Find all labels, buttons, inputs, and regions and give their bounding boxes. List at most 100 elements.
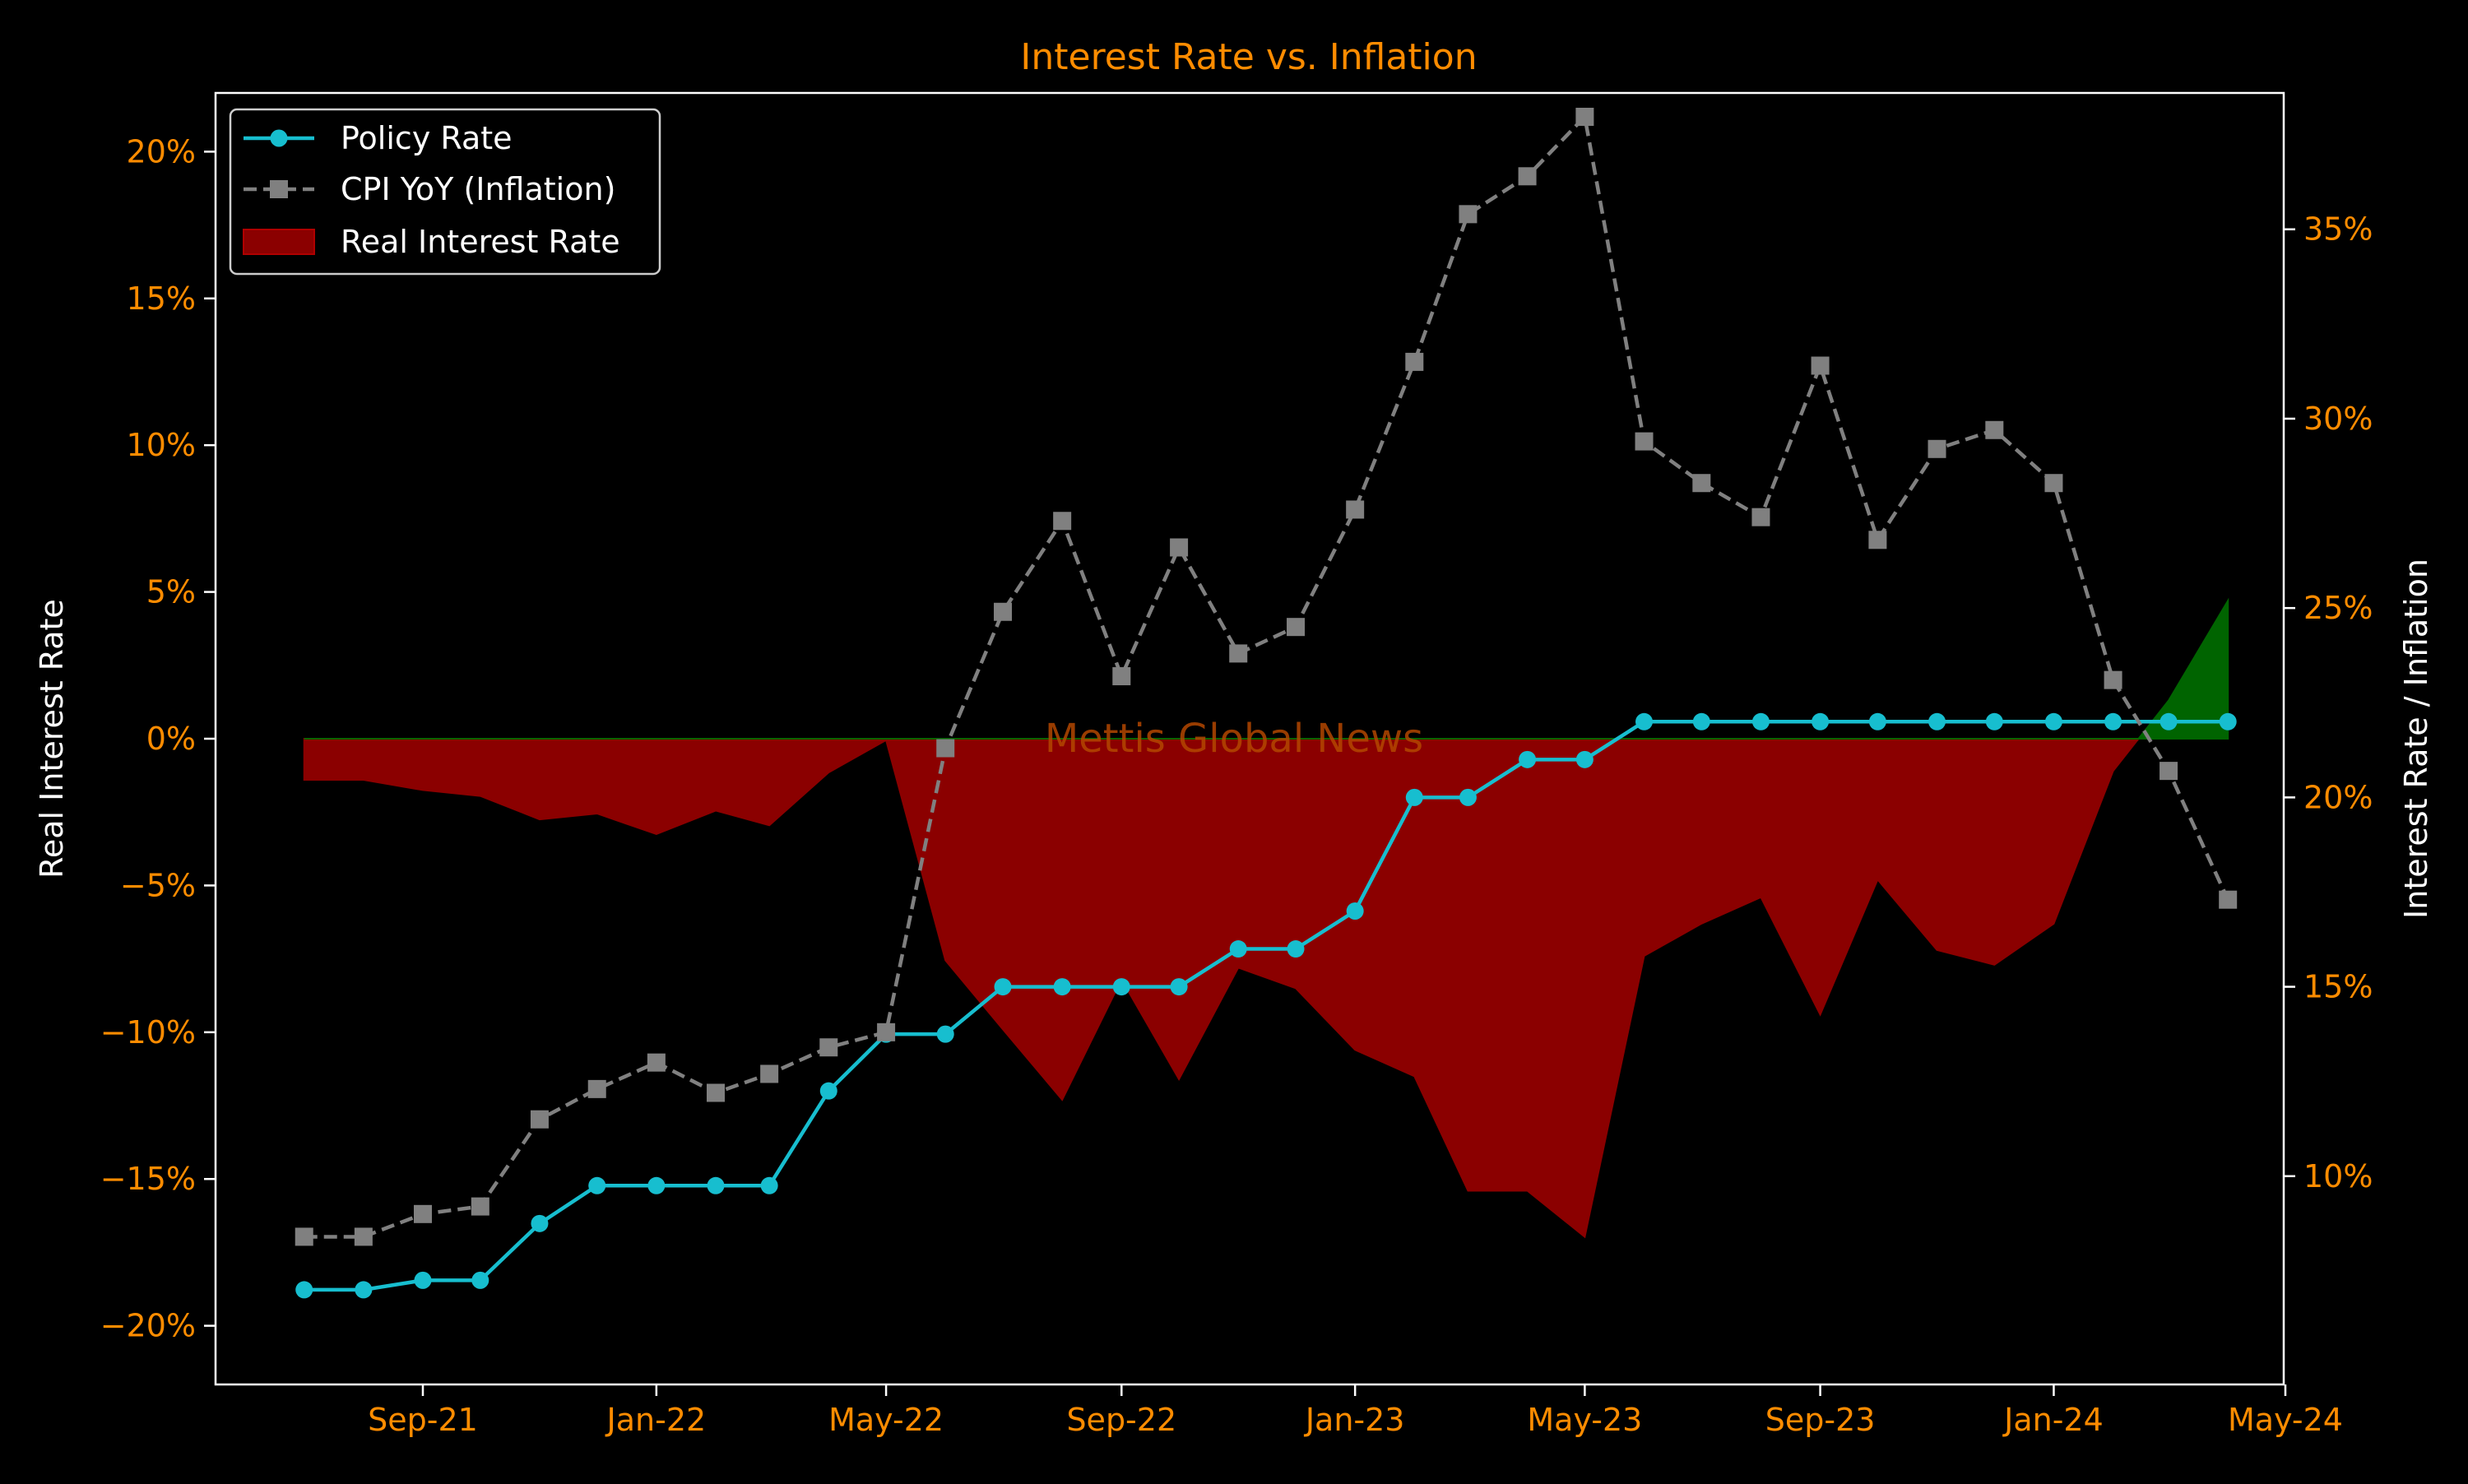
y-left-tick-label: −10% [100, 1014, 196, 1050]
cpi-yoy-point [1751, 508, 1770, 526]
cpi-yoy-point [530, 1110, 549, 1129]
policy-rate-point [1868, 712, 1886, 730]
cpi-yoy-point [1405, 352, 1424, 371]
policy-rate-point [355, 1281, 373, 1299]
cpi-yoy-point [1518, 167, 1537, 186]
policy-rate-point [1635, 712, 1654, 730]
policy-rate-point [1053, 978, 1071, 996]
policy-rate-point [760, 1176, 778, 1194]
cpi-yoy-point [1692, 474, 1711, 493]
cpi-yoy-point [994, 602, 1013, 621]
policy-rate-point [1928, 712, 1946, 730]
cpi-yoy-point [2044, 474, 2063, 493]
cpi-yoy-point [760, 1064, 779, 1083]
cpi-yoy-point [1635, 432, 1654, 451]
x-tick-label: Sep-22 [1066, 1402, 1176, 1438]
policy-rate-point [1575, 750, 1594, 768]
y-right-tick-label: 10% [2303, 1158, 2373, 1194]
policy-rate-point [1405, 788, 1423, 806]
cpi-yoy-point [295, 1227, 313, 1246]
x-tick-label: Sep-23 [1765, 1402, 1876, 1438]
policy-rate-point [2044, 712, 2062, 730]
cpi-yoy-point [936, 739, 955, 758]
left-y-axis: −20% −15% −10% −5% 0% 5% 10% 15% 20% [100, 133, 216, 1344]
cpi-yoy-point [1346, 500, 1365, 519]
cpi-yoy-point [2160, 762, 2178, 781]
y-left-tick-label: −20% [100, 1308, 196, 1344]
y-left-tick-label: 15% [127, 281, 196, 317]
legend-label: Real Interest Rate [341, 224, 620, 260]
policy-rate-point [471, 1271, 489, 1289]
policy-rate-point [1692, 712, 1710, 730]
cpi-yoy-point [1112, 667, 1131, 686]
legend-patch-swatch [243, 229, 315, 255]
policy-rate-point [1170, 978, 1188, 996]
legend-item: Real Interest Rate [243, 224, 620, 260]
policy-rate-point [531, 1214, 549, 1232]
chart-title: Interest Rate vs. Inflation [1020, 36, 1477, 78]
policy-rate-point [1751, 712, 1770, 730]
real-rate-negative-area [303, 738, 2229, 1239]
y-right-tick-label: 15% [2303, 969, 2373, 1005]
legend-box [229, 108, 661, 276]
policy-rate-point [936, 1025, 954, 1043]
y-right-tick-label: 30% [2303, 401, 2373, 437]
cpi-yoy-point [1053, 512, 1072, 531]
x-tick-label: Sep-21 [368, 1402, 478, 1438]
cpi-yoy-point [819, 1038, 838, 1057]
cpi-yoy-point [1229, 644, 1248, 663]
cpi-yoy-point [1575, 108, 1594, 127]
legend-label: CPI YoY (Inflation) [341, 171, 615, 207]
y-left-tick-label: 20% [127, 133, 196, 169]
policy-rate-point [647, 1176, 666, 1194]
legend: Policy Rate CPI YoY (Inflation) Real Inter… [229, 108, 661, 276]
y-right-tick-label: 35% [2303, 211, 2373, 248]
cpi-yoy-point [647, 1053, 666, 1072]
cpi-yoy-point [1985, 420, 2004, 439]
y-left-tick-label: 5% [146, 574, 196, 610]
cpi-yoy-point [354, 1227, 373, 1246]
x-tick-label: May-23 [1527, 1402, 1642, 1438]
legend-square-marker [270, 180, 288, 198]
y-right-tick-label: 25% [2303, 590, 2373, 626]
real-interest-rate-area [303, 597, 2229, 1239]
x-axis: Sep-21 Jan-22 May-22 Sep-22 Jan-23 May-23 Sep-… [368, 1384, 2343, 1438]
policy-rate-point [588, 1176, 606, 1194]
policy-rate-point [1519, 750, 1537, 768]
policy-rate-point [994, 978, 1012, 996]
policy-rate-point [2160, 712, 2178, 730]
policy-rate-point [1459, 788, 1477, 806]
cpi-yoy-point [2104, 670, 2122, 689]
legend-item: Policy Rate [244, 120, 513, 156]
policy-rate-point [819, 1082, 837, 1100]
policy-rate-point [414, 1271, 432, 1289]
legend-label: Policy Rate [341, 120, 513, 156]
policy-rate-point [2104, 712, 2122, 730]
watermark-layer: Mettis Global News [1045, 716, 1423, 762]
policy-rate-point [1346, 902, 1364, 920]
cpi-yoy-point [1459, 205, 1478, 224]
policy-rate-point [1812, 712, 1830, 730]
cpi-yoy-point [2219, 890, 2238, 909]
cpi-yoy-series [295, 108, 2238, 1246]
cpi-yoy-point [707, 1083, 726, 1102]
left-axis-label: Real Interest Rate [34, 599, 70, 879]
cpi-yoy-point [877, 1023, 896, 1041]
right-y-axis: 10% 15% 20% 25% 30% 35% [2284, 211, 2373, 1194]
policy-rate-line [304, 720, 2229, 1292]
cpi-yoy-point [1928, 439, 1946, 458]
policy-rate-point [1112, 978, 1130, 996]
cpi-yoy-point [1287, 618, 1306, 637]
y-left-tick-label: −15% [100, 1161, 196, 1197]
x-tick-label: May-24 [2228, 1402, 2343, 1438]
policy-rate-point [1229, 940, 1247, 958]
cpi-yoy-point [471, 1197, 489, 1216]
cpi-yoy-point [1811, 356, 1830, 375]
x-tick-label: Jan-22 [605, 1402, 707, 1438]
x-tick-label: Jan-23 [1304, 1402, 1405, 1438]
cpi-yoy-point [1170, 538, 1189, 557]
watermark: Mettis Global News [1045, 716, 1423, 762]
cpi-yoy-point [587, 1079, 606, 1098]
